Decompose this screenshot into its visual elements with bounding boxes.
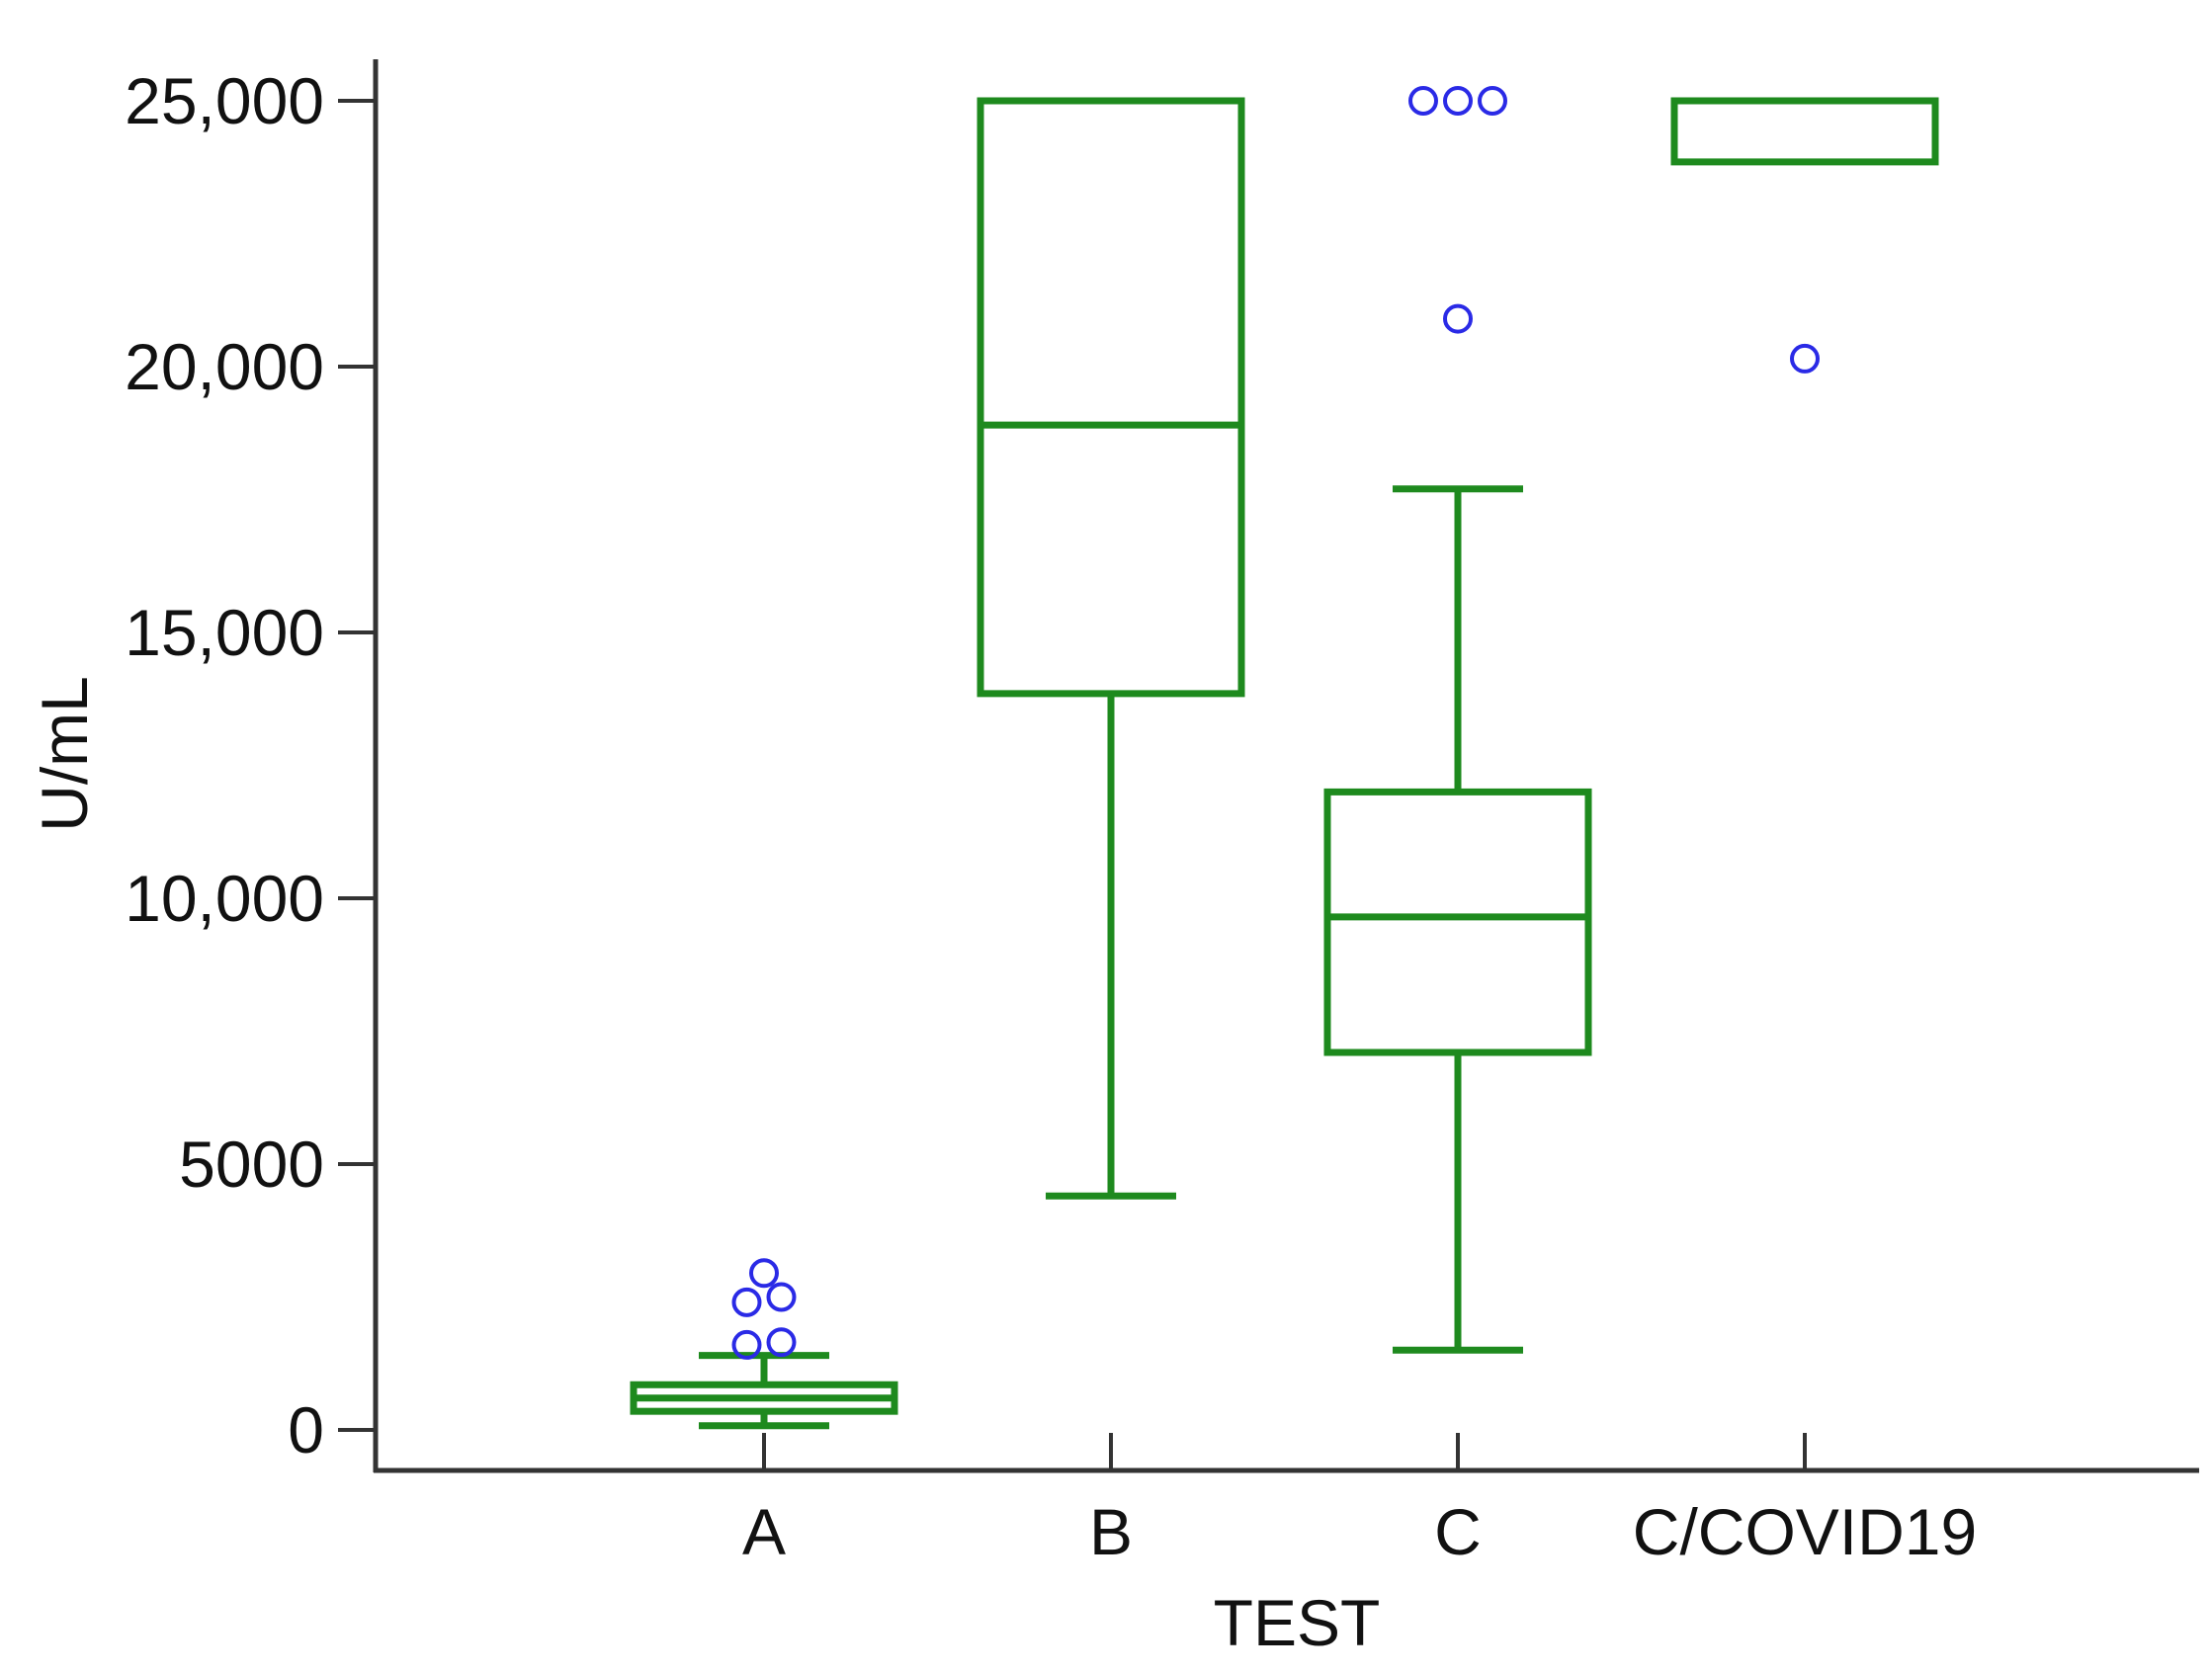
box-iqr (977, 97, 1245, 698)
x-tick-label: A (742, 1495, 786, 1568)
outlier-point (749, 1258, 779, 1289)
x-tick-label: B (1089, 1495, 1133, 1568)
outliers-layer (731, 86, 1820, 1360)
x-tick-label: C/COVID19 (1633, 1495, 1977, 1568)
axes-layer: 0 5000 10,000 15,000 20,000 25,000 A B C C/COVID1… (125, 59, 2199, 1568)
outlier-point (1443, 86, 1473, 116)
x-tick-label: C (1434, 1495, 1482, 1568)
y-tick-label: 15,000 (125, 596, 324, 669)
outlier-point (1408, 86, 1438, 116)
outlier-point (731, 1329, 762, 1360)
outlier-point (1790, 343, 1820, 374)
outlier-point (1443, 303, 1473, 334)
box-b (977, 97, 1245, 1200)
outlier-point (1478, 86, 1507, 116)
y-tick-label: 5000 (179, 1128, 324, 1201)
x-axis-title: TEST (1214, 1586, 1381, 1659)
box-a (630, 1352, 898, 1430)
outlier-point (731, 1287, 762, 1317)
y-tick-label: 25,000 (125, 64, 324, 137)
y-tick-label: 20,000 (125, 330, 324, 403)
outlier-point (766, 1327, 797, 1358)
outlier-point (766, 1282, 797, 1312)
y-axis-title: U/mL (28, 676, 101, 832)
box-c (1323, 485, 1592, 1354)
box-iqr (1670, 97, 1939, 166)
boxes-layer (630, 97, 1939, 1430)
box-iqr (1323, 788, 1592, 1056)
y-tick-label: 0 (288, 1393, 324, 1466)
box-c-covid19 (1670, 97, 1939, 166)
y-tick-label: 10,000 (125, 862, 324, 935)
